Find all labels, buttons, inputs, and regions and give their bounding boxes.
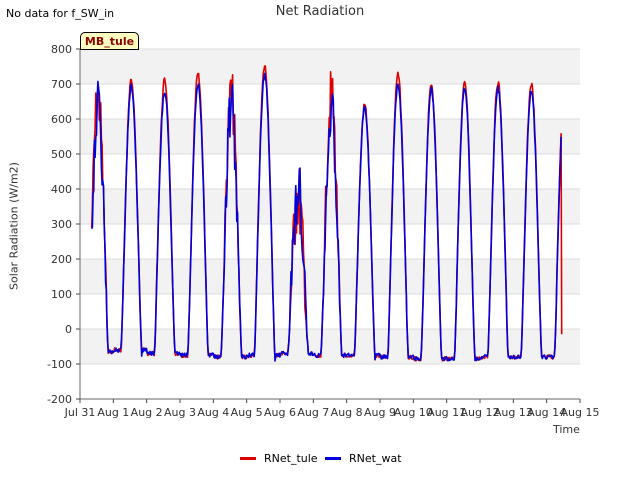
y-axis-label: Solar Radiation (W/m2) — [7, 162, 21, 290]
band — [80, 329, 580, 364]
band — [80, 364, 580, 399]
x-tick-label: Aug 8 — [331, 406, 363, 419]
x-tick-label: Aug 6 — [264, 406, 296, 419]
legend: RNet_tule RNet_wat — [0, 452, 640, 468]
y-tick-label: -200 — [47, 393, 72, 406]
legend-swatch-wat — [325, 457, 341, 460]
y-tick-label: -100 — [47, 358, 72, 371]
band — [80, 189, 580, 224]
x-tick-label: Aug 1 — [97, 406, 129, 419]
x-tick-label: Aug 12 — [461, 406, 500, 419]
y-tick-label: 300 — [51, 218, 72, 231]
band — [80, 154, 580, 189]
legend-label-tule: RNet_tule — [264, 452, 318, 465]
y-tick-label: 100 — [51, 288, 72, 301]
y-tick-label: 200 — [51, 253, 72, 266]
y-tick-label: 600 — [51, 113, 72, 126]
no-data-note: No data for f_SW_in — [6, 7, 115, 20]
x-tick-label: Aug 5 — [231, 406, 263, 419]
legend-swatch-tule — [240, 457, 256, 460]
x-tick-label: Aug 13 — [494, 406, 533, 419]
x-tick-label: Aug 7 — [297, 406, 329, 419]
legend-item-tule: RNet_tule — [240, 452, 318, 465]
y-tick-label: 500 — [51, 148, 72, 161]
x-tick-label: Aug 10 — [394, 406, 433, 419]
series-line-rnet-wat — [90, 72, 562, 362]
x-tick-label: Aug 4 — [197, 406, 229, 419]
x-tick-label: Aug 3 — [164, 406, 196, 419]
y-tick-label: 400 — [51, 183, 72, 196]
x-tick-label: Jul 31 — [64, 406, 96, 419]
y-tick-label: 700 — [51, 78, 72, 91]
x-tick-label: Aug 15 — [561, 406, 600, 419]
x-tick-label: Aug 14 — [527, 406, 566, 419]
x-axis-label: Time — [553, 423, 580, 436]
band — [80, 294, 580, 329]
x-tick-label: Aug 11 — [427, 406, 466, 419]
y-tick-label: 800 — [51, 43, 72, 56]
x-tick-label: Aug 2 — [131, 406, 163, 419]
x-tick-label: Aug 9 — [364, 406, 396, 419]
band — [80, 259, 580, 294]
legend-item-wat: RNet_wat — [325, 452, 402, 465]
legend-label-wat: RNet_wat — [349, 452, 402, 465]
y-tick-label: 0 — [65, 323, 72, 336]
band — [80, 224, 580, 259]
chart-title: Net Radiation — [275, 4, 365, 19]
site-label-box: MB_tule — [80, 32, 139, 50]
